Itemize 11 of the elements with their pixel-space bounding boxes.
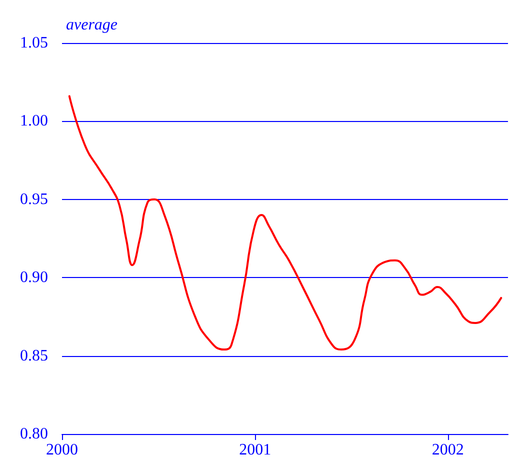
x-tick-label: 2001 [239,442,272,458]
x-tick-label: 2000 [46,442,78,458]
x-tick-label: 2002 [432,442,464,458]
y-tick-label: 0.90 [20,269,48,286]
y-tick-label: 0.85 [20,347,48,364]
y-tick-label: 0.80 [20,426,48,442]
y-tick-label: 1.00 [20,112,48,130]
y-axis-title: average [66,16,118,34]
y-tick-label: 1.05 [20,34,48,52]
y-tick-label: 0.95 [20,190,48,208]
line-series [68,95,502,351]
